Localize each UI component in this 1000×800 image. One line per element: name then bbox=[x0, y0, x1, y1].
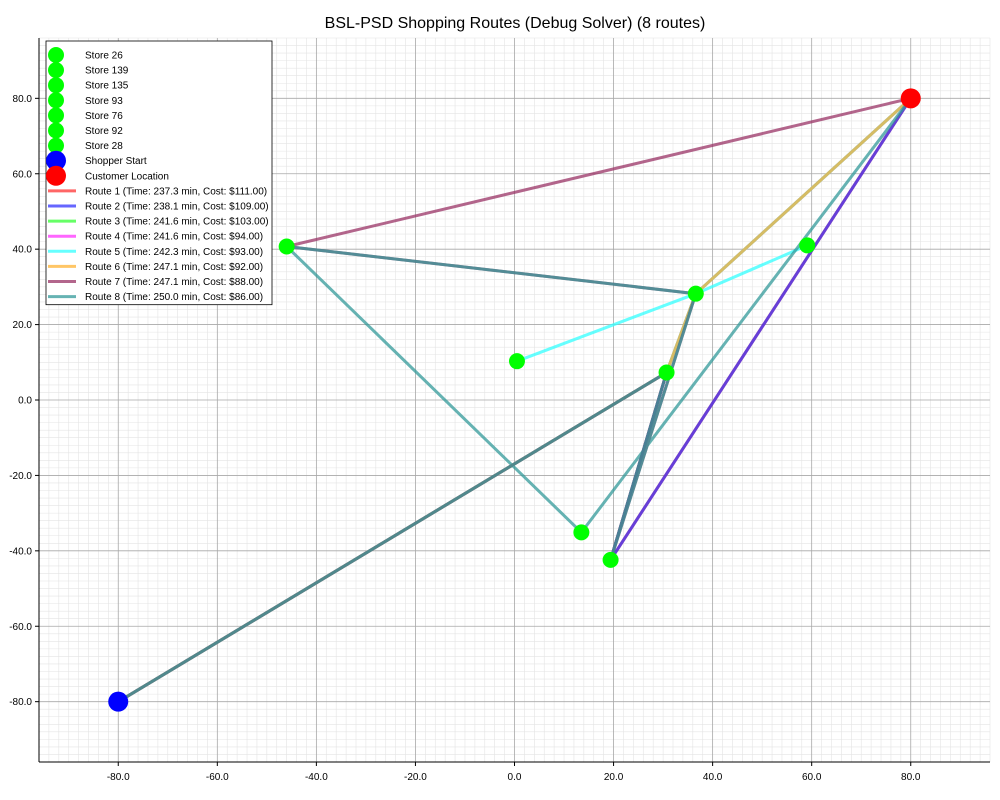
x-tick-label: -20.0 bbox=[404, 772, 427, 783]
store-marker bbox=[799, 237, 816, 254]
legend-box bbox=[45, 40, 273, 306]
store-marker bbox=[573, 524, 590, 541]
legend-label: Route 8 (Time: 250.0 min, Cost: $86.00) bbox=[85, 292, 263, 303]
y-tick-label: 80.0 bbox=[13, 94, 33, 105]
legend-marker bbox=[48, 62, 64, 79]
x-tick-label: -80.0 bbox=[107, 772, 130, 783]
y-tick-label: -40.0 bbox=[9, 546, 32, 557]
legend-label: Store 93 bbox=[85, 96, 123, 107]
axes: -80.0 -60.0 -40.0 -20.0 0.0 20.0 40.0 60.0 80.0 -… bbox=[9, 38, 990, 783]
y-tick-label: 0.0 bbox=[18, 396, 32, 407]
markers bbox=[108, 88, 921, 712]
legend-label: Store 28 bbox=[85, 141, 123, 152]
x-tick-label: 40.0 bbox=[703, 772, 723, 783]
legend-label: Route 6 (Time: 247.1 min, Cost: $92.00) bbox=[85, 262, 263, 273]
store-marker bbox=[658, 364, 675, 381]
x-tick-label: 20.0 bbox=[604, 772, 624, 783]
legend-label: Route 4 (Time: 241.6 min, Cost: $94.00) bbox=[85, 232, 263, 243]
legend-marker bbox=[48, 92, 64, 109]
legend-label: Route 3 (Time: 241.6 min, Cost: $103.00) bbox=[85, 217, 269, 228]
store-marker bbox=[687, 285, 704, 302]
legend: Store 26 Store 139 Store 135 Store 93 Store … bbox=[45, 40, 273, 306]
y-tick-label: -60.0 bbox=[9, 622, 32, 633]
legend-label: Customer Location bbox=[85, 171, 169, 182]
x-tick-label: 60.0 bbox=[802, 772, 822, 783]
legend-marker bbox=[48, 137, 64, 154]
x-tick-label: -40.0 bbox=[305, 772, 328, 783]
y-tick-label: -80.0 bbox=[9, 697, 32, 708]
legend-label: Route 5 (Time: 242.3 min, Cost: $93.00) bbox=[85, 247, 263, 258]
store-marker bbox=[278, 238, 295, 255]
legend-marker bbox=[46, 150, 66, 171]
chart-title: BSL-PSD Shopping Routes (Debug Solver) (… bbox=[325, 15, 706, 32]
legend-label: Store 135 bbox=[85, 81, 129, 92]
x-tick-label: 80.0 bbox=[901, 772, 921, 783]
legend-label: Store 26 bbox=[85, 51, 123, 62]
y-tick-label: 60.0 bbox=[13, 169, 33, 180]
legend-label: Route 7 (Time: 247.1 min, Cost: $88.00) bbox=[85, 277, 263, 288]
shopper-start-marker bbox=[108, 691, 129, 712]
legend-marker bbox=[48, 107, 64, 124]
store-marker bbox=[602, 551, 619, 568]
y-tick-label: 40.0 bbox=[13, 245, 33, 256]
customer-location-marker bbox=[900, 88, 921, 109]
legend-label: Store 92 bbox=[85, 126, 123, 137]
legend-label: Route 1 (Time: 237.3 min, Cost: $111.00) bbox=[85, 186, 267, 197]
legend-label: Route 2 (Time: 238.1 min, Cost: $109.00) bbox=[85, 202, 269, 213]
legend-marker bbox=[46, 165, 66, 186]
legend-label: Store 139 bbox=[85, 66, 129, 77]
legend-marker bbox=[48, 47, 64, 63]
legend-marker bbox=[48, 77, 64, 94]
store-marker bbox=[508, 353, 525, 370]
y-tick-label: 20.0 bbox=[13, 320, 33, 331]
legend-label: Shopper Start bbox=[85, 156, 147, 167]
y-tick-label: -20.0 bbox=[9, 471, 32, 482]
x-tick-label: -60.0 bbox=[206, 772, 229, 783]
legend-marker bbox=[48, 122, 64, 139]
legend-label: Store 76 bbox=[85, 111, 123, 122]
x-tick-label: 0.0 bbox=[508, 772, 522, 783]
